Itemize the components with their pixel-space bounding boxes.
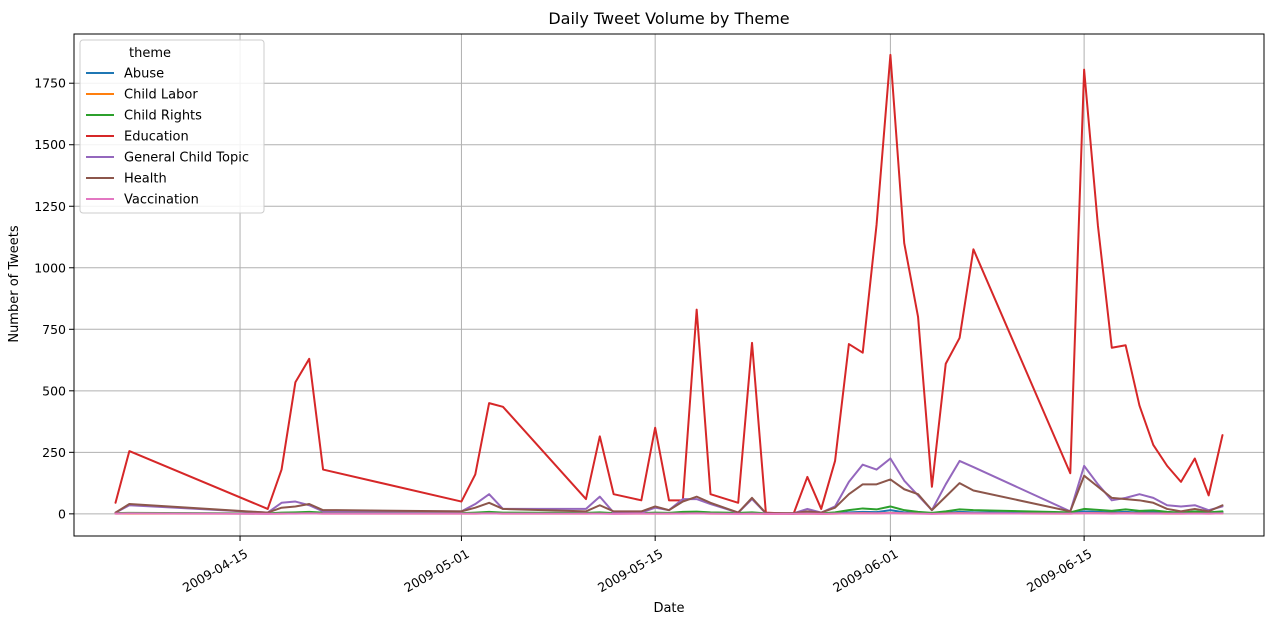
chart-title: Daily Tweet Volume by Theme [548,9,789,28]
y-axis-ticks: 0 250 500 750 1000 1250 1500 1750 [34,76,74,522]
x-tick-label: 2009-06-15 [1024,546,1094,595]
x-tick-label: 2009-04-15 [180,546,250,595]
legend-label-abuse: Abuse [124,67,164,82]
legend-title: theme [129,46,171,61]
y-tick-label: 0 [58,506,66,521]
series-line-education [116,55,1223,514]
y-axis-label: Number of Tweets [7,225,22,343]
legend-label-general-child-topic: General Child Topic [124,151,249,166]
y-tick-label: 750 [42,322,66,337]
x-axis-ticks: 2009-04-15 2009-05-01 2009-05-15 2009-06-01… [180,536,1094,595]
legend-label-child-labor: Child Labor [124,88,198,103]
series-layer [116,55,1223,514]
y-tick-label: 500 [42,383,66,398]
series-line-vaccination [116,513,1223,514]
y-tick-label: 1750 [34,76,66,91]
x-tick-label: 2009-05-01 [401,546,471,595]
legend-label-child-rights: Child Rights [124,109,202,124]
y-tick-label: 1250 [34,199,66,214]
legend-label-education: Education [124,130,189,145]
y-tick-label: 1000 [34,260,66,275]
y-tick-label: 250 [42,445,66,460]
series-line-health [116,476,1223,513]
y-tick-label: 1500 [34,137,66,152]
x-tick-label: 2009-05-15 [595,546,665,595]
legend-box [80,40,264,213]
x-tick-label: 2009-06-01 [830,546,900,595]
legend: theme Abuse Child Labor Child Rights Educati… [80,40,264,213]
legend-label-health: Health [124,172,167,187]
x-axis-label: Date [653,601,684,616]
legend-label-vaccination: Vaccination [124,193,199,208]
